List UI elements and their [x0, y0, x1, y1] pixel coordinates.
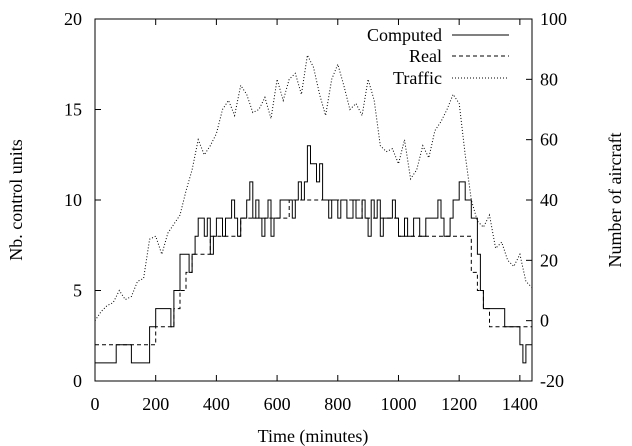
x-axis-title: Time (minutes): [258, 426, 369, 446]
legend-label-computed: Computed: [367, 25, 442, 45]
legend: Computed Real Traffic: [367, 25, 509, 88]
tick-labels: 0 200 400 600 800 1000 1200 1400 0 5 10 15 20 -20 0 20 4…: [64, 9, 567, 414]
x-tick-label: 400: [203, 394, 230, 414]
x-tick-label: 1000: [380, 394, 416, 414]
y-right-tick-label: -20: [540, 371, 564, 391]
x-tick-label: 600: [264, 394, 291, 414]
series-layer: [94, 53, 533, 364]
y-right-tick-label: 0: [540, 311, 549, 331]
x-tick-label: 800: [324, 394, 351, 414]
y-right-tick-label: 80: [540, 69, 558, 89]
y-right-tick-label: 60: [540, 130, 558, 150]
y-left-tick-label: 5: [73, 281, 82, 301]
y-right-tick-label: 40: [540, 190, 558, 210]
y-left-tick-label: 10: [64, 190, 82, 210]
x-tick-label: 0: [91, 394, 100, 414]
y-left-tick-label: 20: [64, 9, 82, 29]
y-right-tick-label: 20: [540, 250, 558, 270]
x-tick-label: 200: [142, 394, 169, 414]
tick-marks: [94, 18, 532, 382]
x-tick-label: 1400: [502, 394, 538, 414]
series-computed-line: [95, 145, 532, 364]
legend-label-real: Real: [409, 46, 442, 66]
legend-label-traffic: Traffic: [393, 68, 442, 88]
x-tick-label: 1200: [441, 394, 477, 414]
series-real-line: [95, 199, 532, 346]
y-left-tick-label: 15: [64, 100, 82, 120]
series-traffic-line: [94, 53, 533, 321]
y-left-tick-label: 0: [73, 371, 82, 391]
y-right-tick-label: 100: [540, 9, 567, 29]
y-axis-right-title: Number of aircraft: [605, 133, 625, 268]
y-axis-left-title: Nb. control units: [6, 139, 26, 261]
